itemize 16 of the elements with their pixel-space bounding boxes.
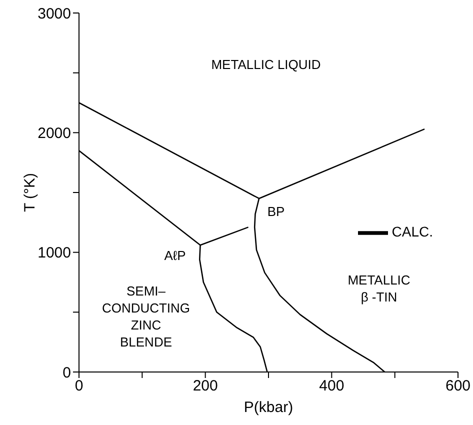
x-tick-label: 600 — [445, 378, 471, 395]
x-tick-label: 200 — [192, 378, 218, 395]
legend-label: CALC. — [392, 224, 433, 240]
x-axis-title: P(kbar) — [244, 399, 294, 416]
annotation: METALLIC LIQUID — [211, 57, 321, 72]
x-tick-label: 400 — [319, 378, 344, 395]
y-tick-label: 1000 — [38, 244, 71, 262]
y-axis-title: T (°K) — [21, 172, 38, 212]
annotation: BP — [267, 204, 285, 220]
annotation: AℓP — [164, 248, 186, 264]
y-tick-label: 3000 — [38, 5, 71, 22]
y-tick-label: 0 — [62, 364, 71, 382]
x-tick-label: 0 — [74, 378, 84, 395]
annotation: METALLIC β -TIN — [348, 272, 410, 305]
y-tick-label: 2000 — [38, 124, 71, 142]
annotation: SEMI– CONDUCTING ZINC BLENDE — [102, 284, 190, 350]
